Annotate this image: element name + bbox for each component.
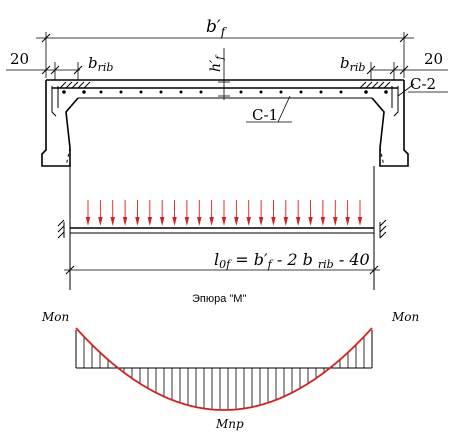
load-arrow-head	[184, 217, 190, 226]
right-moment-label: Моп	[391, 310, 419, 324]
load-arrow-head	[209, 217, 214, 226]
left-rib-label: brib	[88, 54, 113, 74]
left-moment-label: Моп	[41, 310, 69, 324]
flange-width-dimension: b′f	[36, 17, 414, 78]
right-edge-label: 20	[424, 50, 443, 68]
mesh-2-label: С-2	[410, 75, 436, 93]
span-dimension: l0f = b′f - 2 b rib - 40	[64, 250, 380, 275]
load-arrow-head	[110, 217, 115, 226]
load-arrow-head	[135, 217, 140, 226]
span-formula: l0f = b′f - 2 b rib - 40	[214, 250, 370, 271]
beam-span	[57, 166, 387, 290]
load-arrow-head	[159, 217, 165, 226]
rebar-dots	[62, 90, 388, 94]
load-arrow-head	[357, 217, 363, 226]
load-arrow-head	[122, 217, 128, 226]
load-arrow-head	[197, 217, 202, 226]
slab-section	[41, 79, 409, 167]
mesh-1-label: С-1	[252, 106, 278, 124]
load-arrow-head	[85, 217, 91, 226]
moment-diagram-title: Эпюра "М"	[192, 293, 246, 305]
distributed-load	[85, 200, 363, 226]
load-arrow-head	[246, 217, 251, 226]
load-arrow-head	[258, 217, 264, 226]
moment-diagram	[75, 327, 373, 411]
load-arrow-head	[283, 217, 289, 226]
load-arrow-head	[98, 217, 103, 226]
load-arrow-head	[295, 217, 301, 226]
load-arrow-head	[221, 217, 227, 226]
left-edge-dimension: 20 brib	[6, 50, 113, 80]
load-arrow-head	[308, 217, 313, 226]
right-edge-dimension: 20 brib	[340, 50, 448, 80]
load-arrow-head	[271, 217, 276, 226]
load-arrow-head	[333, 217, 338, 226]
thickness-label: h′f	[208, 54, 226, 72]
load-arrow-head	[147, 217, 153, 226]
moment-hatch	[83, 336, 365, 410]
mid-moment-label: Мпр	[215, 417, 244, 431]
flange-width-label: b′f	[206, 17, 228, 39]
load-arrow-head	[172, 217, 177, 226]
left-edge-label: 20	[10, 50, 29, 68]
load-arrow-head	[345, 217, 350, 226]
load-arrow-head	[234, 217, 239, 226]
load-arrow-head	[320, 217, 326, 226]
moment-curve	[75, 327, 373, 411]
thickness-dimension: h′f	[208, 48, 230, 100]
right-rib-label: brib	[340, 54, 365, 74]
mesh-labels: С-1 С-2	[246, 75, 448, 124]
